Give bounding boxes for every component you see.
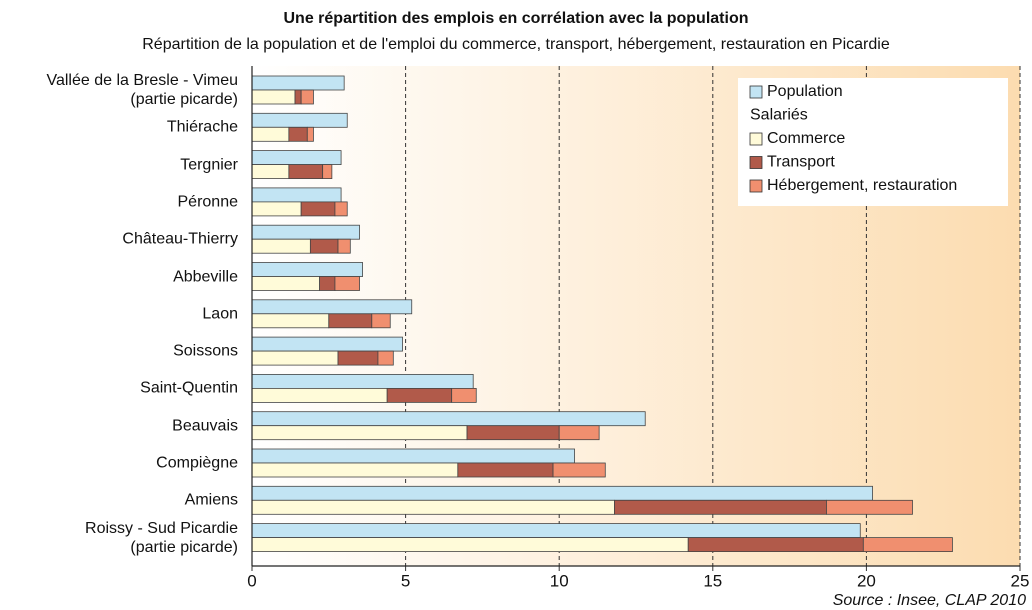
legend-label: Hébergement, restauration: [767, 177, 957, 194]
x-tick-label: 0: [247, 571, 256, 590]
category-label: Amiens: [184, 491, 238, 509]
bar-segment: [251, 387, 388, 403]
bar-segment: [377, 350, 394, 366]
bar-segment: [451, 387, 477, 403]
bar-segment: [288, 126, 308, 142]
bar-segment: [251, 89, 296, 105]
bar: [251, 187, 342, 203]
bar-segment: [334, 201, 348, 217]
legend-swatch: [749, 132, 763, 146]
legend-label: Population: [767, 83, 843, 100]
bar: [251, 336, 403, 352]
bar-segment: [552, 462, 606, 478]
category-label: Château-Thierry: [122, 230, 238, 248]
category-label: Abbeville: [173, 268, 238, 285]
bar-segment: [251, 276, 320, 291]
bar-segment: [826, 499, 913, 515]
bar: [251, 373, 474, 389]
bar-segment: [466, 425, 560, 441]
bar-segment: [337, 350, 379, 366]
bar-segment: [300, 201, 336, 217]
bar-segment: [251, 164, 290, 180]
category-label: Roissy - Sud Picardie (partie picarde): [85, 519, 238, 556]
bar-segment: [614, 499, 827, 515]
legend-swatch: [749, 179, 763, 193]
bar: [251, 299, 413, 315]
bar-segment: [328, 313, 373, 329]
bar-segment: [294, 89, 302, 105]
bar: [251, 448, 575, 464]
category-label: Saint-Quentin: [140, 379, 238, 397]
legend-label: Commerce: [767, 130, 845, 147]
bar: [251, 224, 360, 240]
bar-segment: [687, 537, 864, 552]
bar: [251, 485, 873, 501]
category-label: Beauvais: [172, 417, 238, 435]
bar-segment: [251, 238, 311, 254]
bar-segment: [309, 238, 339, 254]
source: Source : Insee, CLAP 2010: [833, 592, 1026, 609]
bar: [251, 262, 363, 277]
legend-group: Salariés: [750, 107, 808, 124]
bar-segment: [306, 126, 314, 142]
bar-segment: [251, 313, 330, 329]
category-label: Soissons: [173, 342, 238, 360]
chart-title: Une répartition des emplois en corrélati…: [284, 10, 749, 27]
bar-segment: [334, 276, 360, 291]
bar: [251, 112, 348, 128]
bar-segment: [337, 238, 351, 254]
category-label: Laon: [202, 305, 238, 323]
category-label: Vallée de la Bresle - Vimeu (partie pica…: [46, 72, 238, 108]
legend-label: Transport: [767, 154, 835, 171]
bar-segment: [251, 425, 468, 441]
bar-segment: [322, 164, 333, 180]
bar-segment: [251, 537, 689, 552]
category-label: Tergnier: [180, 156, 238, 174]
legend-box: [738, 78, 1008, 206]
bar-segment: [251, 350, 339, 366]
legend-swatch: [749, 156, 763, 169]
x-tick-label: 15: [703, 571, 722, 590]
bar: [251, 411, 646, 427]
bar-segment: [288, 164, 324, 180]
x-tick-label: 25: [1011, 571, 1030, 590]
bar-segment: [862, 537, 953, 552]
bar-segment: [251, 201, 302, 217]
bar: [251, 523, 861, 538]
bar: [251, 75, 345, 91]
x-tick-label: 10: [550, 571, 569, 590]
bar-segment: [300, 89, 314, 105]
bar-segment: [371, 313, 391, 329]
bar-segment: [251, 462, 459, 478]
bar-segment: [457, 462, 554, 478]
bar-segment: [558, 425, 600, 441]
category-label: Thiérache: [166, 118, 238, 136]
bar-segment: [386, 387, 453, 403]
legend-swatch: [749, 85, 763, 99]
chart-subtitle: Répartition de la population et de l'emp…: [142, 36, 890, 53]
bar: [251, 150, 342, 166]
category-label: Péronne: [177, 193, 239, 211]
x-tick-label: 20: [857, 571, 876, 590]
bar-segment: [319, 276, 336, 291]
bar-segment: [251, 126, 290, 142]
x-tick-label: 5: [401, 571, 410, 590]
bar-segment: [251, 499, 615, 515]
category-label: Compiègne: [156, 454, 238, 472]
